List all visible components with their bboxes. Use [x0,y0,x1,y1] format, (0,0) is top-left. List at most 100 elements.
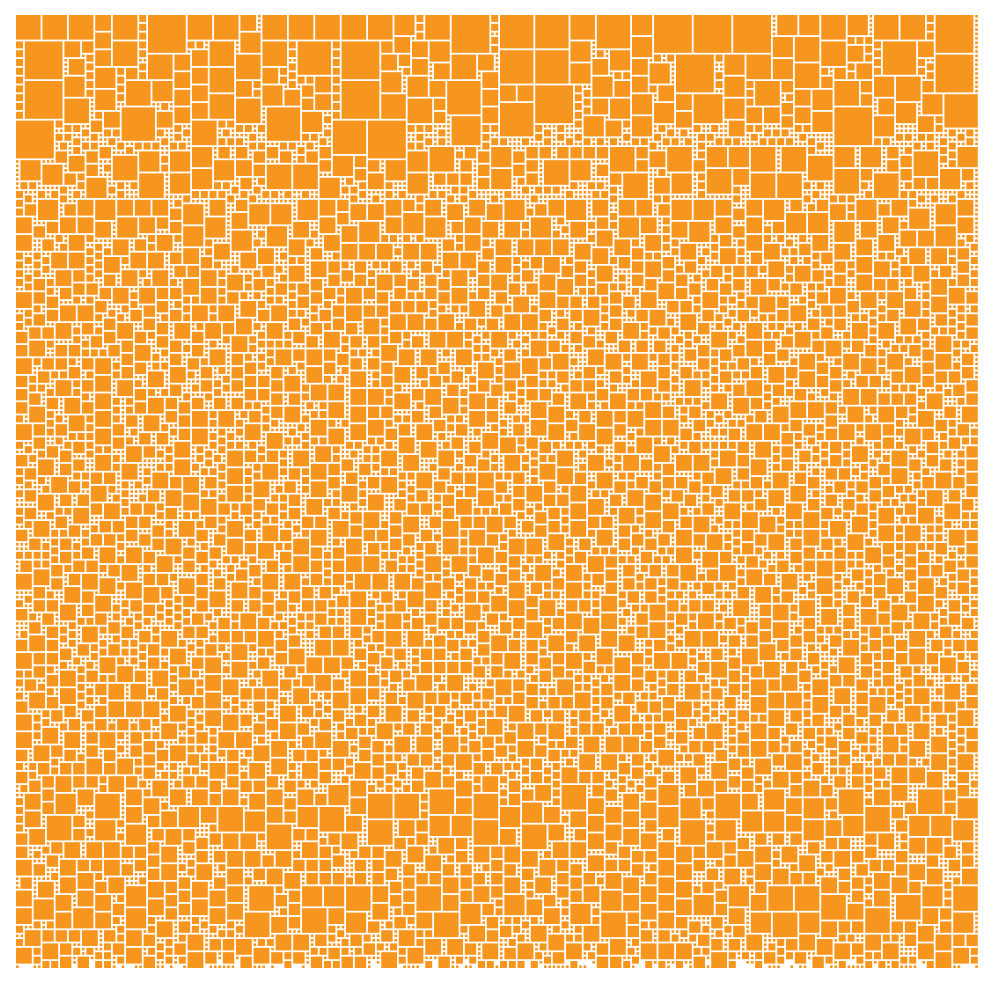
mosaic-tile [526,389,538,401]
mosaic-tile [218,437,226,445]
mosaic-tile [610,393,626,410]
mosaic-tile [966,305,969,308]
mosaic-tile [222,182,230,190]
mosaic-tile [205,516,217,528]
mosaic-tile [275,428,279,432]
mosaic-tile [130,292,138,300]
mosaic-tile [341,261,349,269]
mosaic-tile [909,384,917,392]
mosaic-tile [24,327,28,330]
mosaic-tile [513,138,516,141]
mosaic-tile [478,72,481,75]
mosaic-tile [90,459,94,462]
mosaic-tile [284,402,287,405]
mosaic-tile [346,507,349,511]
mosaic-tile [456,235,463,242]
mosaic-tile [975,76,978,80]
mosaic-tile [456,349,472,366]
mosaic-tile [77,433,85,440]
mosaic-tile [821,41,846,66]
mosaic-tile [957,191,965,198]
mosaic-tile [618,270,622,273]
mosaic-tile [117,340,120,344]
mosaic-tile [438,138,446,146]
mosaic-tile [104,243,107,247]
mosaic-tile [68,191,72,194]
mosaic-tile [178,512,182,515]
mosaic-tile [42,485,50,493]
mosaic-tile [482,133,490,141]
mosaic-tile [970,279,978,286]
mosaic-tile [847,283,851,286]
mosaic-tile [460,516,472,528]
mosaic-tile [293,151,296,154]
mosaic-tile [244,477,252,484]
mosaic-tile [816,138,820,141]
mosaic-tile [24,521,32,528]
mosaic-tile [777,323,785,330]
mosaic-tile [222,265,226,269]
mosaic-tile [192,120,217,146]
mosaic-tile [856,151,859,154]
mosaic-tile [808,419,811,423]
mosaic-tile [724,195,727,198]
mosaic-tile [821,503,824,506]
mosaic-tile [746,503,754,511]
mosaic-tile [381,199,384,203]
mosaic-tile [601,314,609,322]
mosaic-tile [649,336,653,339]
mosaic-tile [170,265,173,269]
mosaic-tile [588,195,591,198]
mosaic-tile [148,54,173,80]
mosaic-tile [464,375,468,379]
mosaic-tile [825,402,837,414]
mosaic-tile [324,287,336,300]
mosaic-tile [860,221,877,238]
mosaic-tile [869,455,873,458]
mosaic-tile [953,191,956,194]
mosaic-tile [869,32,873,36]
mosaic-tile [16,279,23,286]
mosaic-tile [222,490,226,493]
mosaic-tile [341,485,358,502]
mosaic-tile [368,301,371,304]
mosaic-tile [143,142,151,150]
mosaic-tile [605,450,609,454]
mosaic-tile [645,490,648,493]
mosaic-tile [702,309,714,322]
mosaic-tile [513,182,516,185]
mosaic-tile [900,503,903,506]
mosaic-tile [86,248,94,256]
mosaic-tile [478,362,494,379]
mosaic-tile [306,331,309,335]
mosaic-tile [438,450,455,467]
mosaic-tile [187,340,191,344]
mosaic-tile [438,129,446,137]
mosaic-tile [948,138,952,141]
mosaic-tile [442,521,459,537]
mosaic-tile [456,199,459,203]
mosaic-tile [922,375,934,388]
mosaic-tile [689,362,692,366]
mosaic-tile [95,279,98,282]
mosaic-tile [126,81,151,106]
mosaic-tile [522,147,525,150]
mosaic-tile [249,296,252,300]
mosaic-tile [869,318,877,326]
mosaic-tile [99,173,103,176]
mosaic-tile [728,406,732,410]
mosaic-tile [275,274,279,278]
mosaic-tile [680,261,683,264]
mosaic-tile [574,261,587,273]
mosaic-tile [847,63,855,71]
mosaic-tile [513,265,521,273]
mosaic-tile [341,455,345,458]
mosaic-tile [429,301,437,308]
mosaic-tile [244,529,257,542]
mosaic-tile [64,437,67,440]
mosaic-tile [676,129,679,132]
mosaic-tile [566,402,569,405]
mosaic-tile [566,406,569,410]
mosaic-tile [843,389,859,405]
mosaic-tile [702,279,705,282]
